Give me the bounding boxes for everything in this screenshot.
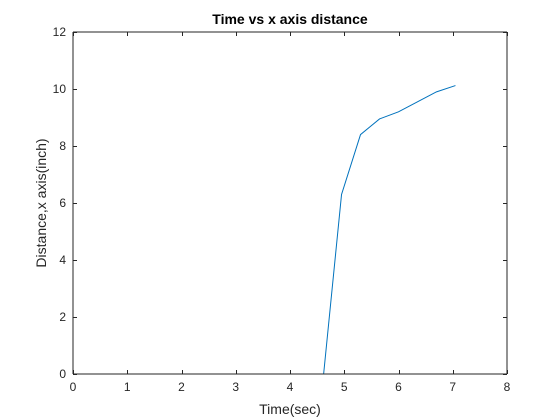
y-tick-label: 6 (59, 196, 66, 210)
y-tick-label: 12 (53, 25, 67, 39)
y-axis-title: Distance,x axis(inch) (33, 138, 49, 267)
y-tick-label: 4 (59, 253, 66, 267)
series-layer (73, 85, 456, 375)
x-tick-label: 8 (504, 380, 511, 394)
x-tick-label: 2 (178, 380, 185, 394)
axes-box (72, 31, 508, 375)
series-line (73, 85, 456, 375)
plot-background (73, 32, 507, 374)
chart-title: Time vs x axis distance (212, 11, 368, 27)
y-tick-label: 8 (59, 139, 66, 153)
x-tick-label: 1 (124, 380, 131, 394)
x-tick-label: 7 (449, 380, 456, 394)
x-tick-label: 5 (341, 380, 348, 394)
x-tick-label: 0 (70, 380, 77, 394)
x-tick-label: 3 (232, 380, 239, 394)
x-tick-label: 4 (287, 380, 294, 394)
x-tick-label: 6 (395, 380, 402, 394)
y-tick-label: 2 (59, 310, 66, 324)
y-tick-label: 10 (53, 82, 67, 96)
y-tick-label: 0 (59, 367, 66, 381)
x-axis-title: Time(sec) (259, 401, 321, 417)
